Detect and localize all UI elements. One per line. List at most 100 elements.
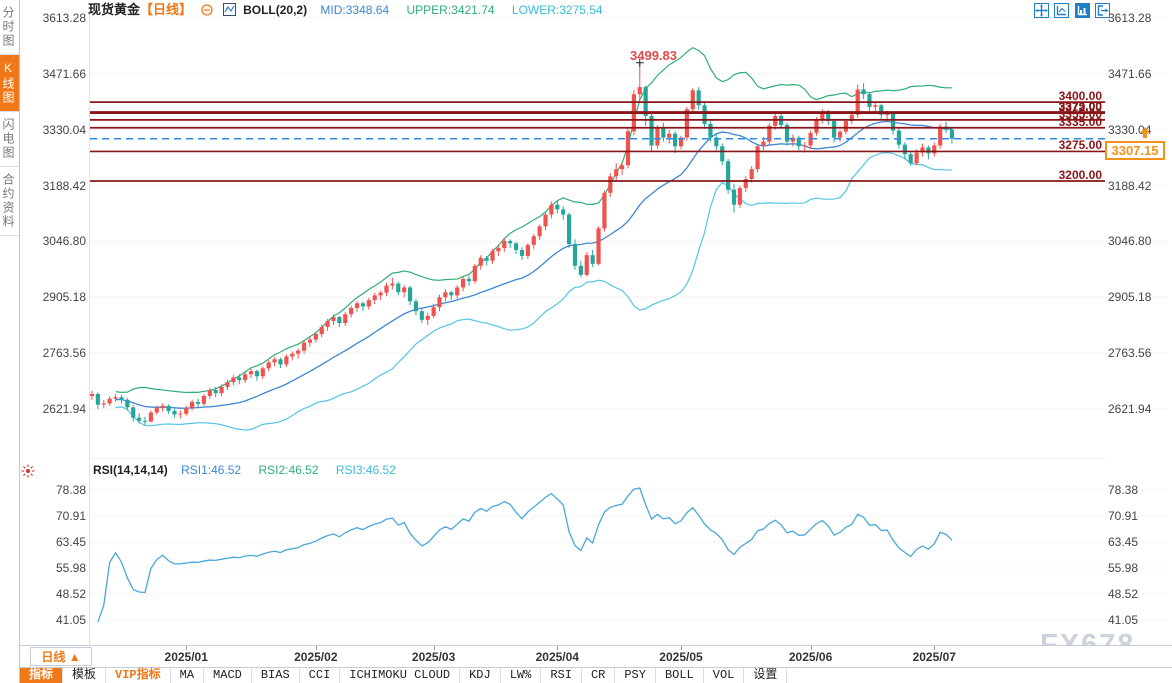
pan-crosshair-icon[interactable] <box>1034 3 1049 18</box>
rsi-axis-label-left: 41.05 <box>55 613 86 627</box>
price-axis-label-right: 2763.56 <box>1108 346 1152 361</box>
boll-lower-value: LOWER:3275.54 <box>511 3 603 17</box>
price-axis-label-right: 3330.04 <box>1108 122 1152 137</box>
price-axis-label-right: 3046.80 <box>1108 234 1152 249</box>
price-axis-label-left: 2763.56 <box>42 346 86 361</box>
peak-price-annotation: 3499.83 <box>630 48 677 63</box>
rsi-axis-label-left: 63.45 <box>55 534 86 549</box>
month-tick-mark <box>934 646 936 650</box>
candles-layer <box>89 62 955 426</box>
month-label: 2025/04 <box>535 650 579 664</box>
toolbar-item-KDJ[interactable]: KDJ <box>460 668 501 683</box>
toolbar-item-VIP指标[interactable]: VIP指标 <box>106 668 171 683</box>
rsi-axis-label-right: 41.05 <box>1108 613 1139 627</box>
price-axis-label-right: 2905.18 <box>1108 290 1152 305</box>
price-axis-label-left: 2905.18 <box>42 290 86 305</box>
month-tick-mark <box>557 646 559 650</box>
price-axis-label-left: 3188.42 <box>42 178 86 193</box>
price-axis-label-left: 3471.66 <box>42 66 86 81</box>
price-axis-label-left: 3613.28 <box>42 11 86 25</box>
month-label: 2025/01 <box>164 650 208 664</box>
sidebar-tab-2[interactable]: K线图 <box>0 55 19 112</box>
rsi2-value: RSI2:46.52 <box>258 463 319 477</box>
toolbar-item-设置[interactable]: 设置 <box>744 668 788 683</box>
period-tag: 【日线】 <box>140 2 193 17</box>
toolbar-item-RSI[interactable]: RSI <box>541 668 582 683</box>
toolbar-item-MACD[interactable]: MACD <box>204 668 252 683</box>
level-price-label: 3400.00 <box>1058 89 1102 104</box>
toolbar-item-LW%[interactable]: LW% <box>501 668 542 683</box>
level-price-label: 3355.00 <box>1058 106 1102 121</box>
level-price-label: 3275.00 <box>1058 138 1102 153</box>
month-label: 2025/02 <box>294 650 338 664</box>
toolbar-item-PSY[interactable]: PSY <box>615 668 656 683</box>
rsi-axis-label-left: 48.52 <box>55 586 86 601</box>
boll-chart-icon <box>222 3 236 16</box>
indicator-label: BOLL(20,2) <box>243 3 308 17</box>
rsi-axis-label-left: 55.98 <box>55 561 86 575</box>
date-axis-row: 日线 ▲ 2025/01 2025/02 2025/03 2025/04 2025/05… <box>20 645 1172 667</box>
boll-mid-value: MID:3348.64 <box>320 3 390 17</box>
toolbar-item-BIAS[interactable]: BIAS <box>252 668 300 683</box>
boll-lower-line <box>115 151 952 431</box>
sidebar-tab-1[interactable]: 分时图 <box>0 0 19 55</box>
price-axis-label-right: 3471.66 <box>1108 66 1152 81</box>
rsi1-value: RSI1:46.52 <box>181 463 242 477</box>
rsi-title: RSI(14,14,14) <box>93 463 168 477</box>
indicator-toolbar: 指标 模板 VIP指标 MA MACD BIAS CCI ICHIMOKU CLOUD KDJ L… <box>20 667 1172 683</box>
toolbar-item-BOLL[interactable]: BOLL <box>656 668 704 683</box>
price-axis-label-left: 3046.80 <box>42 234 86 249</box>
toolbar-item-VOL[interactable]: VOL <box>704 668 745 683</box>
rsi-axis-label-right: 48.52 <box>1108 586 1139 601</box>
period-selector-button[interactable]: 日线 ▲ <box>30 647 92 666</box>
price-up-arrow-icon <box>1138 126 1152 140</box>
price-axis-label-right: 2621.94 <box>1108 402 1152 416</box>
toolbar-item-指标[interactable]: 指标 <box>20 668 64 683</box>
month-tick-mark <box>433 646 435 650</box>
month-label: 2025/05 <box>659 650 703 664</box>
level-price-label: 3372.00 <box>1058 100 1102 115</box>
toolbar-item-MA[interactable]: MA <box>171 668 205 683</box>
boll-mid-line <box>115 120 952 409</box>
sidebar-tab-3[interactable]: 闪电图 <box>0 112 19 167</box>
sidebar-tab-4[interactable]: 合约资料 <box>0 167 19 236</box>
month-tick-mark <box>186 646 188 650</box>
rsi3-value: RSI3:46.52 <box>335 463 396 477</box>
peak-cross-marker <box>635 58 644 67</box>
rsi-line <box>97 487 953 623</box>
toolbar-item-模板[interactable]: 模板 <box>63 668 107 683</box>
exit-right-icon[interactable] <box>1095 3 1111 18</box>
price-axis-label-right: 3613.28 <box>1108 11 1152 25</box>
boll-upper-line <box>115 46 952 394</box>
month-tick-mark <box>315 646 317 650</box>
rsi-header: RSI(14,14,14) RSI1:46.52 RSI2:46.52 RSI3… <box>93 463 396 477</box>
fit-axis-icon[interactable] <box>1054 3 1070 18</box>
toolbar-item-CR[interactable]: CR <box>582 668 616 683</box>
month-label: 2025/06 <box>788 650 833 664</box>
bar-axis-icon[interactable] <box>1074 3 1090 18</box>
rsi-axis-label-left: 78.38 <box>55 483 86 497</box>
level-price-label: 3200.00 <box>1058 168 1102 182</box>
boll-upper-value: UPPER:3421.74 <box>406 3 495 17</box>
price-axis-label-right: 3188.42 <box>1108 178 1152 193</box>
level-price-label: 3375.00 <box>1058 98 1102 113</box>
rsi-settings-icon[interactable] <box>21 464 35 478</box>
month-tick-mark <box>810 646 812 650</box>
month-label: 2025/07 <box>912 650 956 664</box>
rsi-axis-label-right: 70.91 <box>1108 509 1139 523</box>
month-label: 2025/03 <box>411 650 456 664</box>
rsi-axis-label-left: 70.91 <box>55 509 86 523</box>
rsi-axis-label-right: 63.45 <box>1108 534 1139 549</box>
price-axis-label-left: 3330.04 <box>42 122 86 137</box>
rsi-axis-label-right: 55.98 <box>1108 561 1139 575</box>
month-tick-mark <box>681 646 682 650</box>
toolbar-item-ICHIMOKU CLOUD[interactable]: ICHIMOKU CLOUD <box>340 668 461 683</box>
level-price-label: 3335.00 <box>1058 114 1102 129</box>
rsi-axis-label-right: 78.38 <box>1108 483 1139 497</box>
price-axis-label-left: 2621.94 <box>42 402 86 416</box>
collapse-indicator-icon[interactable] <box>201 4 214 16</box>
toolbar-item-CCI[interactable]: CCI <box>300 668 341 683</box>
left-tab-strip: 分时图 K线图 闪电图 合约资料 <box>0 0 20 683</box>
